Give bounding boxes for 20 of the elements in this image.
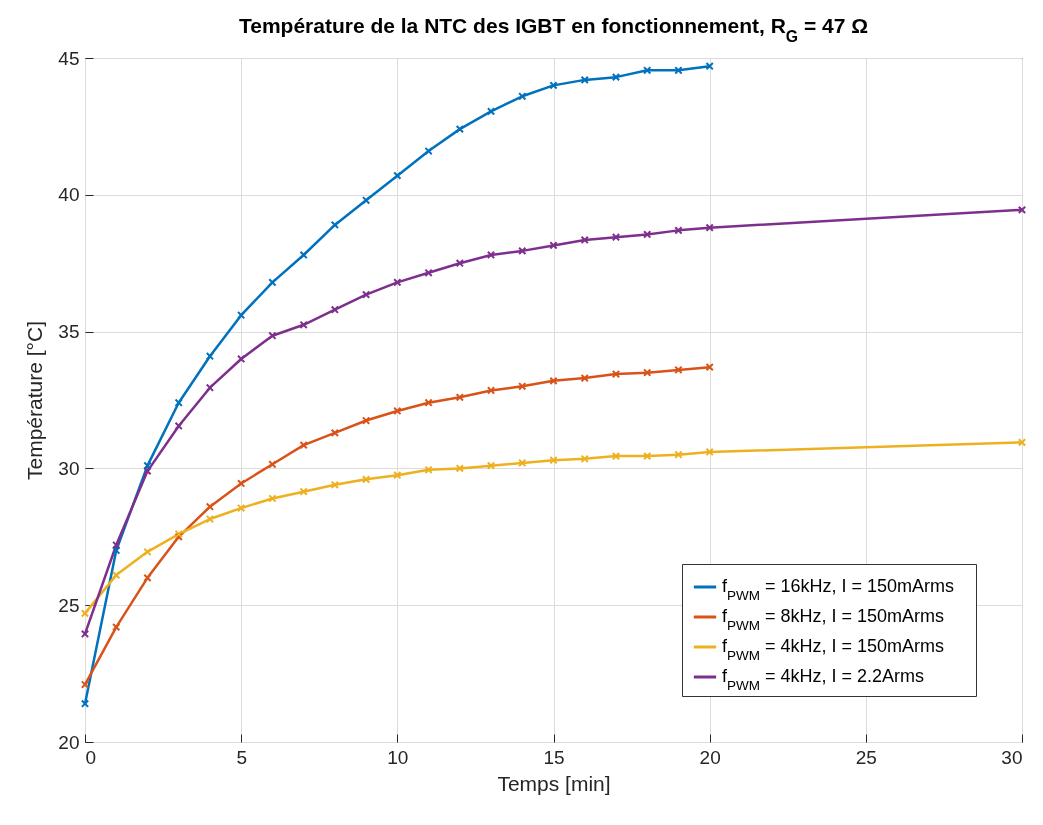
legend-label: f$_{PWM}$ = 16kHz, I = 150mArms [722,576,955,603]
x-axis-title: Temps [min] [497,771,611,795]
y-tick-label: 40 [58,184,80,206]
legend-label: f$_{PWM}$ = 8kHz, I = 150mArms [722,606,945,633]
x-tick-label: 10 [387,746,409,768]
y-tick-label: 30 [58,457,80,479]
y-tick-label: 45 [58,47,80,69]
legend-label: f$_{PWM}$ = 4kHz, I = 2.2Arms [722,666,925,693]
chart-title: Température de la NTC des IGBT en fonctionnement, R$_{G}$ = 47 Ω [238,14,869,45]
x-tick-label: 25 [855,746,877,768]
x-tick-label: 5 [236,746,247,768]
x-tick-label: 0 [85,746,97,768]
legend-label: f$_{PWM}$ = 4kHz, I = 150mArms [722,636,945,663]
y-tick-label: 20 [58,731,80,753]
y-axis-title: Température [°C] [23,321,47,480]
x-tick-label: 20 [699,746,721,768]
x-tick-label: 15 [543,746,565,768]
x-tick-label: 30 [1001,746,1023,768]
y-tick-label: 35 [58,321,80,343]
y-tick-label: 25 [58,594,80,616]
